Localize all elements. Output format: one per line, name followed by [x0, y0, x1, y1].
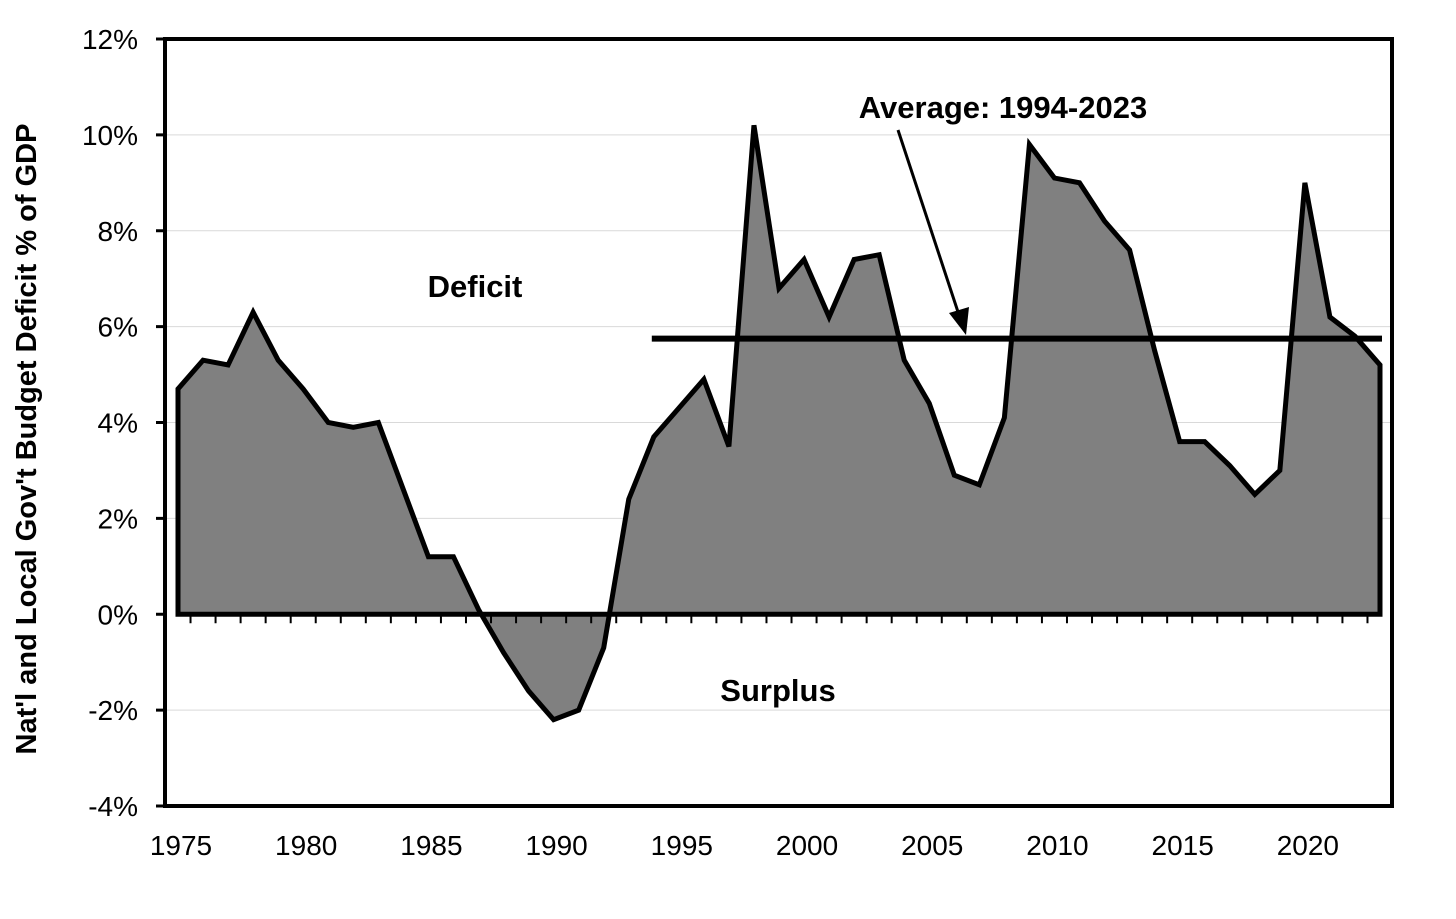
y-tick-label: -4% [88, 791, 138, 822]
x-tick-label: 2015 [1152, 830, 1214, 861]
deficit-label: Deficit [428, 269, 523, 304]
surplus-label: Surplus [720, 673, 835, 708]
y-tick-label: 8% [98, 216, 138, 247]
x-tick-label: 1990 [525, 830, 587, 861]
average-label: Average: 1994-2023 [859, 90, 1147, 125]
y-tick-label: 12% [82, 24, 138, 55]
x-tick-marks [189, 614, 1369, 624]
y-tick-label: 4% [98, 408, 138, 439]
deficit-area [175, 124, 1383, 723]
y-tick-label: -2% [88, 695, 138, 726]
x-tick-label: 1995 [651, 830, 713, 861]
x-tick-label: 2010 [1026, 830, 1088, 861]
y-tick-label: 0% [98, 599, 138, 630]
x-tick-label: 2000 [776, 830, 838, 861]
y-tick-label: 2% [98, 503, 138, 534]
x-tick-label: 1975 [150, 830, 212, 861]
y-tick-label: 10% [82, 120, 138, 151]
y-axis-label: Nat'l and Local Gov't Budget Deficit % o… [11, 124, 43, 755]
x-tick-label: 2020 [1277, 830, 1339, 861]
average-arrow [896, 129, 969, 335]
y-tick-label: 6% [98, 312, 138, 343]
x-tick-labels: 1975 1980 1985 1990 1995 2000 2005 2010 2015 2020 [150, 830, 1339, 861]
y-tick-marks [156, 37, 165, 808]
x-tick-label: 1980 [275, 830, 337, 861]
x-tick-label: 1985 [400, 830, 462, 861]
x-tick-label: 2005 [901, 830, 963, 861]
y-tick-labels: -4% -2% 0% 2% 4% 6% 8% 10% 12% [82, 24, 138, 822]
